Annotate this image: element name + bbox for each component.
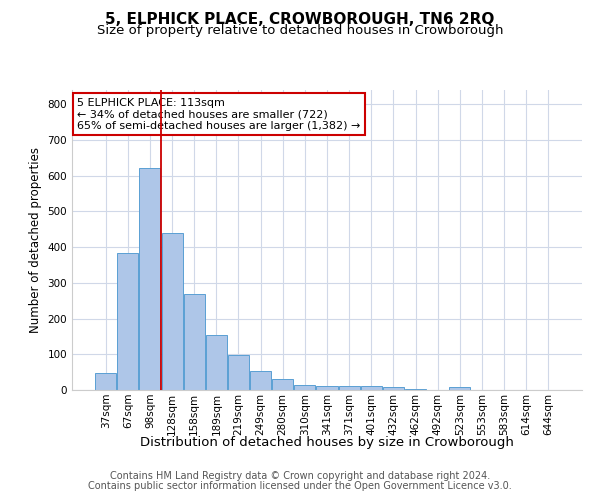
Bar — [449, 387, 470, 390]
Bar — [250, 371, 271, 390]
Bar — [118, 253, 139, 390]
Text: Contains public sector information licensed under the Open Government Licence v3: Contains public sector information licen… — [88, 481, 512, 491]
Bar — [95, 373, 116, 390]
Bar — [405, 388, 426, 390]
Bar — [272, 380, 293, 390]
Bar — [206, 334, 227, 390]
Text: 5, ELPHICK PLACE, CROWBOROUGH, TN6 2RQ: 5, ELPHICK PLACE, CROWBOROUGH, TN6 2RQ — [106, 12, 494, 28]
Bar — [295, 384, 316, 390]
Y-axis label: Number of detached properties: Number of detached properties — [29, 147, 42, 333]
Text: Contains HM Land Registry data © Crown copyright and database right 2024.: Contains HM Land Registry data © Crown c… — [110, 471, 490, 481]
Bar — [383, 387, 404, 390]
Bar — [139, 168, 160, 390]
Bar — [184, 294, 205, 390]
Bar — [361, 386, 382, 390]
Bar — [161, 233, 182, 390]
Text: 5 ELPHICK PLACE: 113sqm
← 34% of detached houses are smaller (722)
65% of semi-d: 5 ELPHICK PLACE: 113sqm ← 34% of detache… — [77, 98, 361, 130]
Text: Distribution of detached houses by size in Crowborough: Distribution of detached houses by size … — [140, 436, 514, 449]
Bar — [338, 386, 359, 390]
Bar — [316, 386, 338, 390]
Bar — [228, 356, 249, 390]
Text: Size of property relative to detached houses in Crowborough: Size of property relative to detached ho… — [97, 24, 503, 37]
